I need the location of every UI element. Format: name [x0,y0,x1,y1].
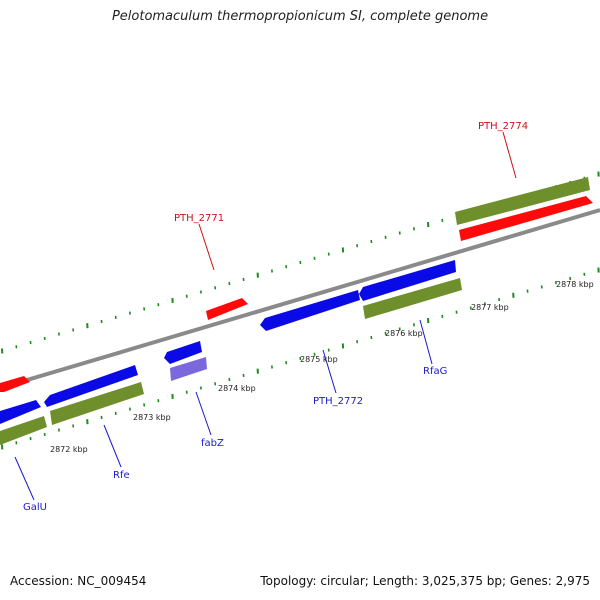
cds-feature-reverse-left[interactable] [0,376,30,392]
cds-feature-pth-2772[interactable] [260,290,360,331]
gene-label-rfag[interactable]: RfaG [423,366,447,377]
gene-label-galu[interactable]: GalU [23,502,47,513]
kbp-label-2872: 2872 kbp [50,445,88,454]
leader-pth-2774 [502,131,517,179]
kbp-labels: 2872 kbp 2873 kbp 2874 kbp 2875 kbp 2876… [50,280,594,454]
genome-summary-text: Topology: circular; Length: 3,025,375 bp… [260,574,590,588]
label-leaders [14,131,517,501]
gene-label-pth-2774[interactable]: PTH_2774 [478,121,528,132]
accession-text: Accession: NC_009454 [10,574,147,588]
cds-feature-pale[interactable] [170,357,207,381]
gene-feature-pth-2774[interactable] [455,177,590,225]
kbp-label-2877: 2877 kbp [471,303,509,312]
inner-tick-row [1,267,600,450]
kbp-label-2873: 2873 kbp [133,413,171,422]
leader-pth-2771 [198,223,215,271]
leader-pth-2772 [322,349,337,394]
gene-labels: GalU Rfe fabZ PTH_2772 RfaG PTH_2771 PTH… [23,121,528,513]
cds-feature-rfag[interactable] [359,260,456,301]
cds-feature-rfe[interactable] [44,365,138,407]
leader-rfag [419,319,433,365]
cds-feature-pth-2774[interactable] [459,196,593,241]
reverse-strand-features [0,196,593,392]
leader-galu [14,456,35,501]
kbp-label-2878: 2878 kbp [556,280,594,289]
genome-title: Pelotomaculum thermopropionicum SI, comp… [111,9,489,24]
cds-feature-pth-2771[interactable] [206,298,248,320]
forward-strand-features [0,260,456,424]
leader-fabz [195,391,212,436]
gene-feature-rfag[interactable] [363,278,462,319]
genome-backbone [0,208,600,390]
gene-feature-galu[interactable] [0,416,47,445]
gene-track-features [0,177,590,445]
gene-label-pth-2772[interactable]: PTH_2772 [313,396,363,407]
leader-rfe [103,424,122,468]
kbp-label-2874: 2874 kbp [218,384,256,393]
cds-feature-galu[interactable] [0,400,41,424]
kbp-label-2875: 2875 kbp [300,355,338,364]
gene-feature-rfe[interactable] [50,382,144,425]
kbp-label-2876: 2876 kbp [385,329,423,338]
gene-label-pth-2771[interactable]: PTH_2771 [174,213,224,224]
gene-label-fabz[interactable]: fabZ [201,438,224,449]
gene-label-rfe[interactable]: Rfe [113,470,130,481]
cds-feature-fabz[interactable] [164,341,202,364]
